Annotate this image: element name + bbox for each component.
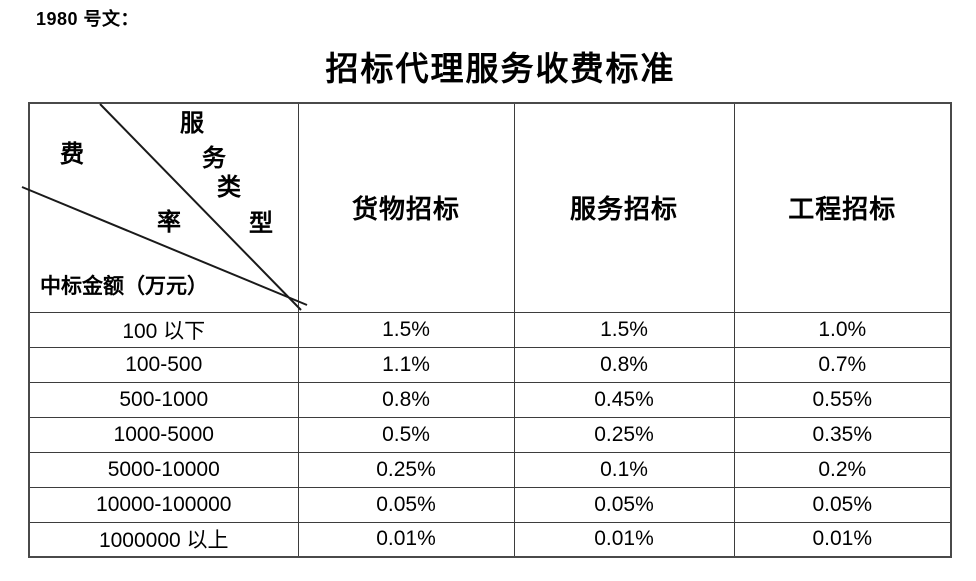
rate-cell: 1.5% [297,311,515,348]
rate-cell: 0.35% [733,416,952,453]
corner-type-char-3: 类 [217,172,241,201]
page-title: 招标代理服务收费标准 [325,49,676,88]
rate-cell: 0.7% [733,346,952,383]
rate-cell: 0.01% [513,521,735,558]
rate-cell: 0.25% [513,416,735,453]
table-row: 5000-10000 0.25% 0.1% 0.2% [28,451,952,488]
table-row: 500-1000 0.8% 0.45% 0.55% [28,381,952,418]
rate-cell: 0.1% [513,451,735,488]
corner-rate-char-1: 费 [60,139,84,168]
amount-range-cell: 500-1000 [28,381,299,418]
amount-range-cell: 100 以下 [28,311,299,348]
rate-cell: 0.8% [297,381,515,418]
fee-table: 服 务 类 型 费 率 中标金额（万元） 货物招标 服务招标 工程招标 100 … [21,102,952,558]
column-header-goods: 货物招标 [297,102,515,313]
rate-cell: 0.25% [297,451,515,488]
column-header-engineering: 工程招标 [733,102,952,313]
table-header-row: 服 务 类 型 费 率 中标金额（万元） 货物招标 服务招标 工程招标 [21,102,952,313]
column-header-services: 服务招标 [513,102,735,313]
rate-cell: 0.8% [513,346,735,383]
corner-row-axis-label: 中标金额（万元） [40,273,208,298]
table-row: 100 以下 1.5% 1.5% 1.0% [28,311,952,348]
rate-cell: 0.5% [297,416,515,453]
corner-type-char-2: 务 [202,143,226,172]
corner-type-char-1: 服 [180,108,204,137]
table-row: 100-500 1.1% 0.8% 0.7% [28,346,952,383]
doc-reference: 1980 号文： [36,9,140,29]
amount-range-cell: 1000000 以上 [28,521,299,558]
amount-range-cell: 1000-5000 [28,416,299,453]
corner-type-char-4: 型 [249,208,273,237]
rate-cell: 0.05% [513,486,735,523]
rate-cell: 0.2% [733,451,952,488]
amount-range-cell: 10000-100000 [28,486,299,523]
rate-cell: 1.5% [513,311,735,348]
diagonal-header-cell: 服 务 类 型 费 率 中标金额（万元） [21,102,308,313]
amount-range-cell: 100-500 [28,346,299,383]
rate-cell: 0.45% [513,381,735,418]
rate-cell: 0.05% [297,486,515,523]
rate-cell: 1.1% [297,346,515,383]
table-row: 1000-5000 0.5% 0.25% 0.35% [28,416,952,453]
rate-cell: 1.0% [733,311,952,348]
rate-cell: 0.05% [733,486,952,523]
table-row: 10000-100000 0.05% 0.05% 0.05% [28,486,952,523]
corner-rate-char-2: 率 [157,207,181,236]
rate-cell: 0.55% [733,381,952,418]
table-row: 1000000 以上 0.01% 0.01% 0.01% [28,521,952,558]
rate-cell: 0.01% [297,521,515,558]
amount-range-cell: 5000-10000 [28,451,299,488]
rate-cell: 0.01% [733,521,952,558]
